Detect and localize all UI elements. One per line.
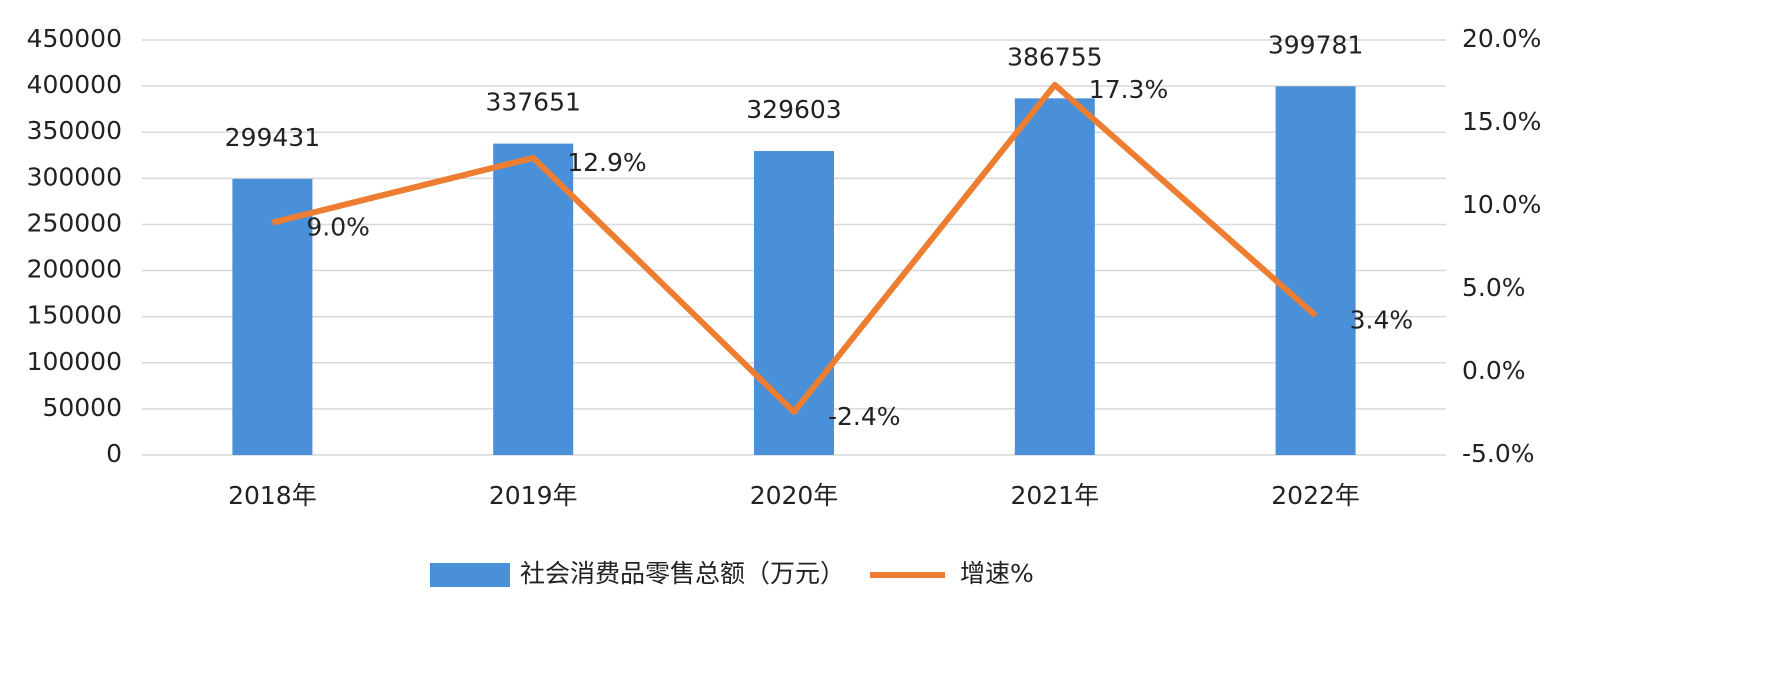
y-tick-label: 450000 <box>27 24 122 53</box>
y-tick-label: 100000 <box>27 347 122 376</box>
bar-value-label: 299431 <box>225 123 320 152</box>
legend-swatch <box>430 563 510 587</box>
legend-label: 增速% <box>960 559 1034 588</box>
y-tick-label: 200000 <box>27 255 122 284</box>
x-tick-label: 2021年 <box>1010 481 1099 510</box>
x-tick-label: 2020年 <box>750 481 839 510</box>
bar-value-label: 399781 <box>1268 30 1363 59</box>
y-tick-label: 50000 <box>42 393 122 422</box>
line-value-label: 3.4% <box>1350 306 1414 335</box>
y-tick-label: 400000 <box>27 70 122 99</box>
x-tick-label: 2022年 <box>1271 481 1360 510</box>
y2-tick-label: 15.0% <box>1462 107 1541 136</box>
y-tick-label: 300000 <box>27 162 122 191</box>
bar <box>1275 86 1356 455</box>
line-value-label: -2.4% <box>828 402 901 431</box>
y-tick-label: 150000 <box>27 301 122 330</box>
line-value-label: 12.9% <box>567 148 646 177</box>
y-tick-label: 350000 <box>27 116 122 145</box>
y2-tick-label: 10.0% <box>1462 190 1541 219</box>
legend-label: 社会消费品零售总额（万元） <box>520 559 845 588</box>
bar-value-label: 386755 <box>1007 42 1102 71</box>
y2-tick-label: 5.0% <box>1462 273 1526 302</box>
bar <box>1014 98 1095 456</box>
line-value-label: 17.3% <box>1089 75 1168 104</box>
bar-value-label: 337651 <box>485 88 580 117</box>
y-tick-label: 0 <box>106 439 122 468</box>
x-tick-label: 2018年 <box>228 481 317 510</box>
bar-value-label: 329603 <box>746 95 841 124</box>
x-tick-label: 2019年 <box>489 481 578 510</box>
line <box>271 81 1318 415</box>
y2-tick-label: 0.0% <box>1462 356 1526 385</box>
y-tick-label: 250000 <box>27 208 122 237</box>
line-value-label: 9.0% <box>306 213 370 242</box>
bar <box>493 143 574 455</box>
bar <box>232 178 313 455</box>
y2-tick-label: -5.0% <box>1462 439 1535 468</box>
y2-tick-label: 20.0% <box>1462 24 1541 53</box>
bar <box>754 151 834 456</box>
